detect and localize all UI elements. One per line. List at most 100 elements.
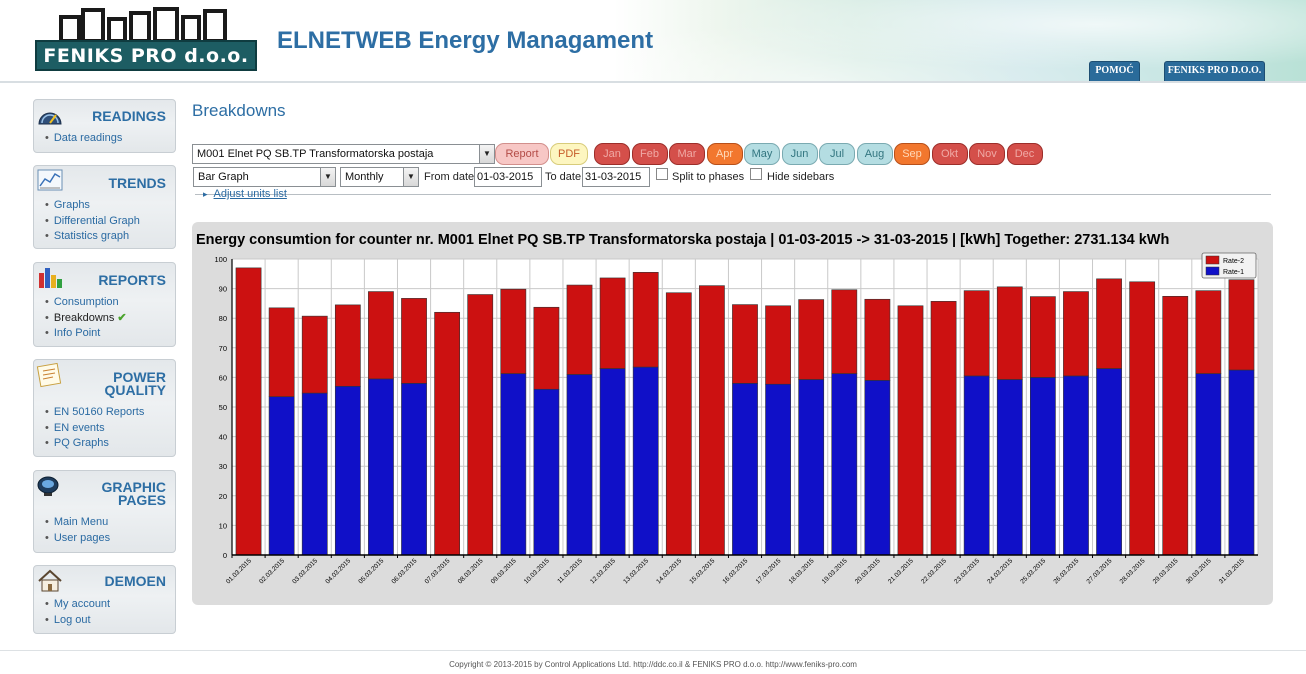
tab-company[interactable]: FENIKS PRO D.O.O. (1164, 61, 1265, 81)
hide-sidebars-label: Hide sidebars (767, 171, 835, 183)
bar-rate-2 (1162, 295, 1189, 556)
bar-rate-2 (1228, 279, 1255, 371)
hide-sidebars-checkbox[interactable] (750, 168, 762, 180)
bar-rate-2 (699, 285, 725, 556)
y-tick-label: 20 (219, 492, 227, 501)
divider (195, 194, 1271, 195)
bar-rate-2 (599, 277, 626, 369)
bar-rate-1 (1096, 368, 1122, 556)
month-button-jul[interactable]: Jul (819, 143, 855, 165)
x-tick-label: 11.03.2015 (556, 557, 584, 585)
y-tick-label: 60 (219, 373, 227, 382)
counter-select-value: M001 Elnet PQ SB.TP Transformatorska pos… (197, 148, 434, 160)
month-button-okt[interactable]: Okt (931, 143, 968, 165)
bar-rate-1 (301, 392, 328, 556)
sidebar-link-en-events[interactable]: EN events (45, 421, 144, 437)
y-tick-label: 10 (219, 521, 227, 530)
bar-rate-2 (963, 290, 990, 377)
monitor-icon (37, 476, 59, 496)
bar-rate-1 (864, 380, 891, 556)
counter-select[interactable]: M001 Elnet PQ SB.TP Transformatorska pos… (192, 144, 495, 164)
sidebar-link-differential-graph[interactable]: Differential Graph (45, 214, 140, 230)
adjust-units-link[interactable]: Adjust units list (203, 188, 287, 200)
bar-rate-1 (268, 396, 295, 556)
sidebar-link-log-out[interactable]: Log out (45, 613, 110, 629)
bar-rate-1 (831, 373, 858, 556)
month-button-nov[interactable]: Nov (969, 143, 1005, 165)
split-phases-checkbox[interactable] (656, 168, 668, 180)
company-logo[interactable]: FENIKS PRO d.o.o. (35, 7, 257, 71)
bar-rate-2 (533, 306, 560, 390)
sidebar-link-breakdowns-label: Breakdowns (53, 311, 115, 324)
bar-rate-1 (732, 383, 758, 556)
graph-type-select[interactable]: Bar Graph ▼ (193, 167, 336, 187)
sidebar-link-user-pages[interactable]: User pages (45, 531, 110, 547)
bar-rate-1 (599, 368, 626, 556)
sidebar-link-statistics-graph[interactable]: Statistics graph (45, 229, 140, 245)
month-button-mar[interactable]: Mar (669, 143, 705, 165)
sidebar-link-my-account[interactable]: My account (45, 597, 110, 613)
x-tick-label: 12.03.2015 (589, 557, 617, 585)
month-button-jan[interactable]: Jan (594, 143, 630, 165)
x-tick-label: 26.03.2015 (1052, 557, 1080, 585)
x-tick-label: 16.03.2015 (721, 557, 749, 585)
month-button-feb[interactable]: Feb (631, 143, 668, 165)
x-tick-label: 04.03.2015 (324, 557, 352, 585)
to-date-input[interactable]: 31-03-2015 (582, 167, 650, 187)
y-tick-label: 30 (219, 462, 227, 471)
bar-rate-2 (235, 267, 262, 556)
y-tick-label: 50 (219, 403, 227, 412)
bar-rate-1 (368, 378, 394, 556)
bar-rate-1 (500, 373, 527, 556)
bar-rate-2 (1129, 281, 1156, 556)
chart-panel: Energy consumtion for counter nr. M001 E… (192, 222, 1273, 605)
month-button-aug[interactable]: Aug (856, 143, 893, 165)
document-pq-icon (36, 362, 62, 388)
bar-rate-1 (632, 366, 659, 556)
sidebar-link-consumption[interactable]: Consumption (45, 295, 127, 311)
report-button[interactable]: Report (495, 143, 549, 165)
sidebar-section-graphic-pages: GRAPHIC PAGES Main Menu User pages (33, 470, 176, 553)
sidebar-title-user: DEMOEN (104, 573, 166, 589)
legend-label-rate-1: Rate-1 (1223, 269, 1244, 276)
month-button-apr[interactable]: Apr (706, 143, 743, 165)
from-date-input[interactable]: 01-03-2015 (474, 167, 542, 187)
tab-help[interactable]: POMOĆ (1089, 61, 1140, 81)
bar-rate-2 (401, 298, 427, 384)
bar-rate-2 (798, 299, 825, 380)
x-tick-label: 09.03.2015 (490, 557, 518, 585)
x-tick-label: 30.03.2015 (1185, 557, 1213, 585)
x-tick-label: 29.03.2015 (1152, 557, 1180, 585)
skyline-icon (59, 7, 227, 41)
month-button-sep[interactable]: Sep (894, 143, 930, 165)
page-title: Breakdowns (192, 101, 286, 120)
sidebar-link-breakdowns[interactable]: Breakdowns✔ (45, 311, 127, 327)
sidebar-link-info-point[interactable]: Info Point (45, 326, 127, 342)
x-tick-label: 05.03.2015 (357, 557, 385, 585)
bar-rate-2 (467, 294, 494, 556)
bar-rate-2 (632, 272, 659, 368)
y-tick-label: 100 (214, 255, 227, 264)
pdf-button[interactable]: PDF (550, 143, 588, 165)
month-button-may[interactable]: May (744, 143, 780, 165)
bar-rate-2 (1029, 296, 1056, 378)
graph-type-value: Bar Graph (198, 171, 249, 183)
sidebar-link-en50160-reports[interactable]: EN 50160 Reports (45, 405, 145, 421)
sidebar-link-graphs[interactable]: Graphs (45, 198, 140, 214)
sidebar-link-main-menu[interactable]: Main Menu (45, 515, 110, 531)
sidebar-section-user: DEMOEN My account Log out (33, 565, 176, 634)
bar-rate-2 (732, 304, 758, 384)
x-tick-label: 28.03.2015 (1119, 557, 1147, 585)
sidebar-link-data-readings[interactable]: Data readings (45, 131, 123, 147)
chart-title: Energy consumtion for counter nr. M001 E… (196, 232, 1170, 248)
bar-rate-1 (533, 388, 560, 556)
sidebar-title-trends: TRENDS (108, 175, 166, 191)
month-button-jun[interactable]: Jun (781, 143, 818, 165)
sidebar-link-pq-graphs[interactable]: PQ Graphs (45, 436, 144, 452)
sidebar-section-readings: READINGS Data readings (33, 99, 176, 153)
x-tick-label: 25.03.2015 (1019, 557, 1047, 585)
period-select[interactable]: Monthly ▼ (340, 167, 419, 187)
month-button-dec[interactable]: Dec (1006, 143, 1043, 165)
x-tick-label: 01.03.2015 (225, 557, 253, 585)
